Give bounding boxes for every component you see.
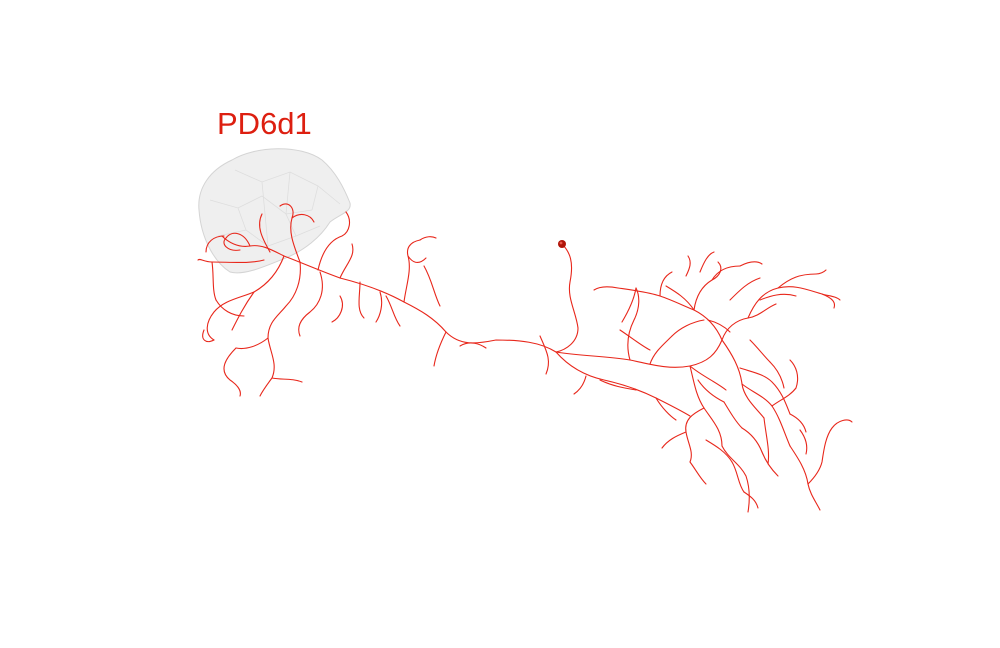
neuropil-outline [198, 148, 351, 274]
soma-marker [558, 240, 566, 248]
neuron-skeleton [197, 203, 853, 513]
neuropil-mesh [198, 148, 351, 274]
neuron-name-label: PD6d1 [217, 106, 312, 141]
